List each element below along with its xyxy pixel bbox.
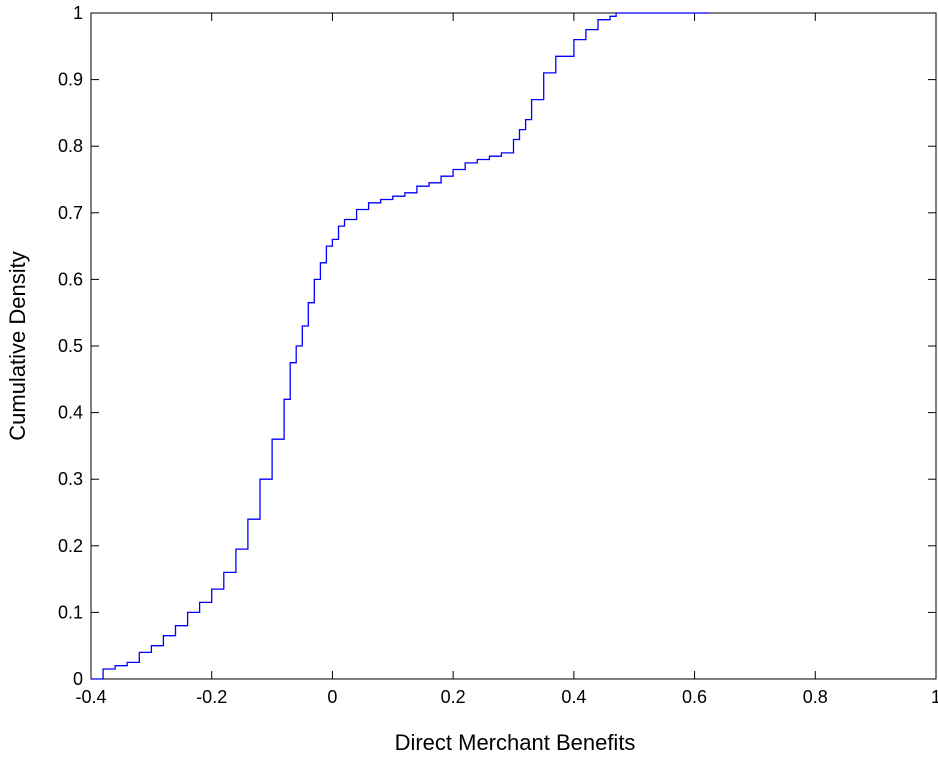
- y-tick-label: 0.5: [58, 336, 83, 356]
- cdf-series-line: [91, 12, 710, 680]
- y-axis: 0 0.1 0.2 0.3 0.4 0.5 0.6 0.7 0.8 0.9 1: [58, 3, 936, 689]
- x-tick-label: 0.8: [803, 687, 828, 707]
- x-tick-label: 0: [327, 687, 337, 707]
- x-tick-label: -0.2: [196, 687, 227, 707]
- y-axis-label: Cumulative Density: [5, 251, 30, 441]
- x-tick-label: 0.4: [561, 687, 586, 707]
- y-tick-label: 0.1: [58, 602, 83, 622]
- x-tick-label: 0.6: [682, 687, 707, 707]
- x-axis: -0.4 -0.2 0 0.2 0.4 0.6 0.8 1: [75, 13, 938, 707]
- y-tick-label: 0: [73, 669, 83, 689]
- x-tick-label: 0.2: [441, 687, 466, 707]
- plot-area: -0.4 -0.2 0 0.2 0.4 0.6 0.8 1 00.10.20.30.40.50…: [58, 3, 938, 707]
- y-tick-label: 0.3: [58, 469, 83, 489]
- x-axis-label: Direct Merchant Benefits: [395, 730, 636, 755]
- x-tick-label: 1: [931, 687, 938, 707]
- y-tick-label: 1: [73, 3, 83, 23]
- y-tick-label: 0.2: [58, 536, 83, 556]
- x-tick-label: -0.4: [75, 687, 106, 707]
- y-tick-label: 0.7: [58, 203, 83, 223]
- axes-box: [90, 12, 937, 680]
- y-tick-label: 0.6: [58, 269, 83, 289]
- series-group: [91, 12, 710, 680]
- y-tick-label: 0.8: [58, 136, 83, 156]
- y-tick-label: 0.9: [58, 70, 83, 90]
- y-tick-label: 0.4: [58, 403, 83, 423]
